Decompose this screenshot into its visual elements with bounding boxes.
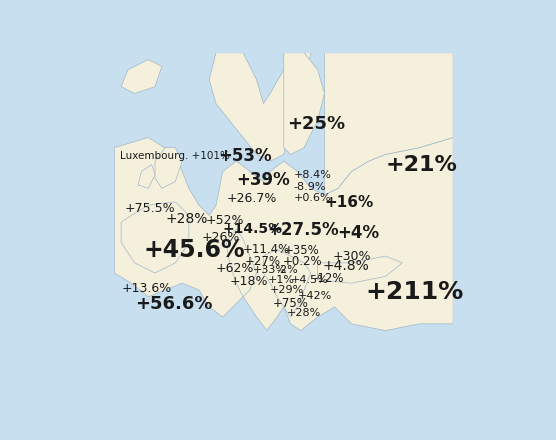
Text: Luxembourg. +101%: Luxembourg. +101% [121, 151, 230, 161]
Text: +4%: +4% [337, 224, 379, 242]
Text: +16%: +16% [324, 195, 374, 210]
Polygon shape [317, 256, 403, 283]
Polygon shape [115, 137, 453, 330]
Text: +29%: +29% [270, 285, 305, 295]
Text: +11.4%: +11.4% [242, 243, 290, 257]
Text: +26%: +26% [202, 231, 240, 244]
Polygon shape [121, 59, 162, 93]
Text: -2%: -2% [276, 265, 298, 275]
Text: +211%: +211% [365, 280, 463, 304]
Polygon shape [155, 148, 182, 188]
Text: +75.5%: +75.5% [125, 202, 175, 215]
Text: +18%: +18% [230, 275, 268, 288]
Text: +4.8%: +4.8% [322, 259, 370, 272]
Text: +30%: +30% [333, 249, 371, 263]
Text: +0.2%: +0.2% [283, 255, 322, 268]
Text: +45.6%: +45.6% [143, 238, 245, 262]
Text: +42%: +42% [297, 291, 331, 301]
Text: +39%: +39% [236, 171, 290, 189]
Polygon shape [264, 249, 311, 317]
Text: +1%: +1% [268, 275, 295, 286]
Text: +13.6%: +13.6% [121, 282, 171, 295]
Text: +53%: +53% [219, 147, 272, 165]
Polygon shape [209, 53, 311, 161]
Polygon shape [121, 202, 189, 273]
Text: +8.4%: +8.4% [294, 170, 332, 180]
Text: +26.7%: +26.7% [226, 192, 276, 205]
Polygon shape [226, 229, 257, 297]
Text: +62%: +62% [215, 262, 254, 275]
Text: +27%: +27% [245, 255, 281, 268]
Text: +75%: +75% [273, 297, 309, 310]
Text: +25%: +25% [287, 115, 345, 133]
Text: +52%: +52% [206, 214, 244, 227]
Text: +4.5%: +4.5% [291, 275, 329, 285]
Polygon shape [138, 165, 155, 188]
Text: +0.6%: +0.6% [294, 193, 331, 203]
Text: +56.6%: +56.6% [135, 294, 212, 312]
Text: +28%: +28% [165, 213, 207, 227]
Text: +28%: +28% [287, 308, 321, 318]
Text: -8.9%: -8.9% [294, 182, 326, 192]
Text: +21%: +21% [385, 154, 457, 175]
Text: +35%: +35% [284, 245, 320, 257]
Text: -12%: -12% [313, 272, 344, 285]
Text: +27.5%: +27.5% [267, 221, 339, 239]
Text: +33%: +33% [254, 265, 287, 275]
Polygon shape [324, 53, 453, 195]
Polygon shape [284, 53, 324, 154]
Text: +14.5%: +14.5% [222, 222, 282, 236]
